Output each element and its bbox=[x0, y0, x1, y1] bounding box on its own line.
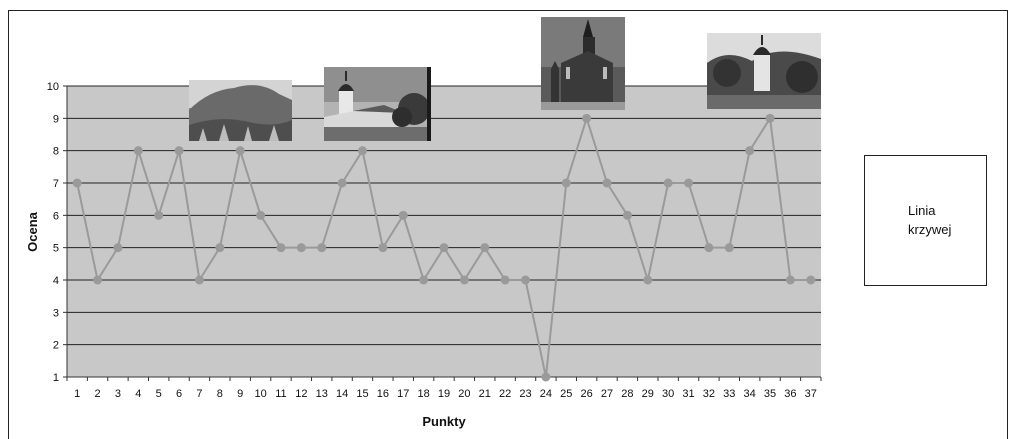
data-point bbox=[582, 113, 592, 123]
village-church-photo bbox=[324, 67, 431, 141]
x-tick-label: 24 bbox=[540, 388, 552, 400]
data-point bbox=[113, 243, 123, 253]
y-tick-label: 1 bbox=[53, 372, 59, 384]
data-point bbox=[663, 178, 673, 188]
data-point bbox=[459, 275, 469, 285]
x-tick-label: 10 bbox=[254, 388, 266, 400]
x-tick-label: 20 bbox=[458, 388, 470, 400]
y-tick-label: 3 bbox=[53, 307, 59, 319]
x-tick-label: 5 bbox=[156, 388, 162, 400]
x-tick-label: 14 bbox=[336, 388, 348, 400]
data-point bbox=[133, 146, 143, 156]
data-point bbox=[785, 275, 795, 285]
data-point bbox=[521, 275, 531, 285]
y-tick-label: 2 bbox=[53, 340, 59, 352]
x-tick-label: 15 bbox=[356, 388, 368, 400]
data-point bbox=[337, 178, 347, 188]
data-point bbox=[419, 275, 429, 285]
data-point bbox=[622, 210, 632, 220]
x-tick-label: 35 bbox=[764, 388, 776, 400]
y-tick-label: 6 bbox=[53, 210, 59, 222]
chart-frame bbox=[8, 10, 1008, 439]
data-point bbox=[765, 113, 775, 123]
data-point bbox=[357, 146, 367, 156]
legend-label: Linia krzywej bbox=[908, 203, 952, 237]
data-point bbox=[93, 275, 103, 285]
data-point bbox=[194, 275, 204, 285]
data-point bbox=[439, 243, 449, 253]
x-tick-label: 4 bbox=[135, 388, 141, 400]
data-point bbox=[745, 146, 755, 156]
x-tick-label: 2 bbox=[95, 388, 101, 400]
data-point bbox=[276, 243, 286, 253]
y-tick-label: 8 bbox=[53, 146, 59, 158]
series-linia-krzywej bbox=[72, 113, 816, 382]
x-tick-label: 8 bbox=[217, 388, 223, 400]
data-point bbox=[541, 372, 551, 382]
data-point bbox=[500, 275, 510, 285]
data-point bbox=[317, 243, 327, 253]
x-tick-label: 6 bbox=[176, 388, 182, 400]
data-point bbox=[684, 178, 694, 188]
data-point bbox=[72, 178, 82, 188]
x-tick-label: 25 bbox=[560, 388, 572, 400]
data-point bbox=[154, 210, 164, 220]
data-point bbox=[643, 275, 653, 285]
data-point bbox=[724, 243, 734, 253]
x-tick-label: 28 bbox=[621, 388, 633, 400]
y-tick-label: 4 bbox=[53, 275, 59, 287]
x-tick-label: 36 bbox=[784, 388, 796, 400]
x-tick-label: 21 bbox=[479, 388, 491, 400]
y-tick-label: 7 bbox=[53, 178, 59, 190]
x-tick-label: 23 bbox=[519, 388, 531, 400]
x-axis-title: Punkty bbox=[422, 414, 466, 429]
x-tick-label: 18 bbox=[417, 388, 429, 400]
data-point bbox=[398, 210, 408, 220]
hill-chapel-photo bbox=[707, 33, 821, 109]
y-tick-labels: 1 2 3 4 5 6 7 8 9 10 bbox=[47, 81, 67, 384]
data-point bbox=[174, 146, 184, 156]
data-point bbox=[561, 178, 571, 188]
x-tick-label: 34 bbox=[744, 388, 756, 400]
x-tick-label: 26 bbox=[581, 388, 593, 400]
y-tick-label: 9 bbox=[53, 113, 59, 125]
x-tick-label: 27 bbox=[601, 388, 613, 400]
y-tick-label: 10 bbox=[47, 81, 59, 93]
y-tick-label: 5 bbox=[53, 243, 59, 255]
data-point bbox=[256, 210, 266, 220]
mountain-photo bbox=[189, 80, 292, 141]
x-tick-label: 19 bbox=[438, 388, 450, 400]
x-tick-label: 30 bbox=[662, 388, 674, 400]
y-axis-title: Ocena bbox=[25, 211, 40, 252]
x-tick-label: 3 bbox=[115, 388, 121, 400]
x-tick-label: 17 bbox=[397, 388, 409, 400]
x-tick-label: 9 bbox=[237, 388, 243, 400]
legend bbox=[864, 155, 987, 286]
x-tick-label: 33 bbox=[723, 388, 735, 400]
x-tick-label: 13 bbox=[316, 388, 328, 400]
x-tick-label: 31 bbox=[682, 388, 694, 400]
plot-area bbox=[67, 86, 821, 377]
data-point bbox=[704, 243, 714, 253]
x-tick-labels: 1 2 3 4 5 6 7 8 9 10 11 12 13 14 15 16 17 18 19 20 21 22 23 24 2… bbox=[66, 377, 822, 400]
x-tick-label: 22 bbox=[499, 388, 511, 400]
x-tick-label: 32 bbox=[703, 388, 715, 400]
x-tick-label: 37 bbox=[805, 388, 817, 400]
data-point bbox=[235, 146, 245, 156]
x-tick-label: 7 bbox=[196, 388, 202, 400]
x-tick-label: 12 bbox=[295, 388, 307, 400]
x-tick-label: 16 bbox=[377, 388, 389, 400]
gothic-church-photo bbox=[541, 17, 625, 110]
data-point bbox=[296, 243, 306, 253]
x-tick-label: 29 bbox=[642, 388, 654, 400]
data-point bbox=[602, 178, 612, 188]
data-point bbox=[215, 243, 225, 253]
data-point bbox=[806, 275, 816, 285]
x-tick-label: 11 bbox=[275, 388, 286, 400]
x-tick-label: 1 bbox=[74, 388, 80, 400]
data-point bbox=[378, 243, 388, 253]
data-point bbox=[480, 243, 490, 253]
